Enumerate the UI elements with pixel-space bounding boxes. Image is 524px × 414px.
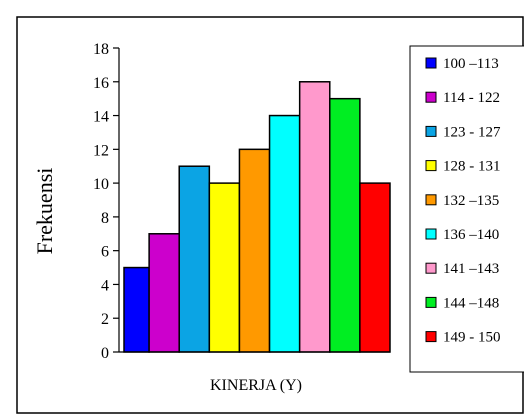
- legend-label: 149 - 150: [443, 330, 501, 346]
- legend-swatch: [425, 160, 437, 172]
- legend-label: 141 –143: [443, 261, 499, 277]
- bar-9: [359, 182, 391, 353]
- legend: 100 –113 114 - 122 123 - 127 128 - 131 132 –…: [409, 45, 524, 373]
- legend-swatch: [425, 228, 437, 240]
- legend-label: 123 - 127: [443, 124, 501, 140]
- bar-7: [298, 81, 331, 353]
- legend-swatch: [425, 91, 437, 103]
- bar-3: [178, 165, 211, 353]
- y-tick-label: 4: [101, 277, 109, 294]
- legend-swatch: [425, 125, 437, 137]
- y-tick-label: 16: [93, 75, 109, 92]
- legend-label: 128 - 131: [443, 159, 501, 175]
- y-axis: 0 2 4 6 8 10 12 14 16 18: [93, 41, 120, 362]
- bar-6: [268, 114, 301, 353]
- y-tick-label: 6: [101, 244, 109, 261]
- y-tick-label: 10: [93, 176, 109, 193]
- legend-swatch: [425, 296, 437, 308]
- bar-8: [329, 97, 361, 353]
- legend-swatch: [425, 262, 437, 274]
- legend-label: 136 –140: [443, 227, 499, 243]
- plot-area: [123, 81, 391, 353]
- x-axis-title: KINERJA (Y): [210, 377, 302, 394]
- y-tick-label: 8: [101, 210, 109, 227]
- legend-swatch: [425, 331, 437, 343]
- legend-swatch: [425, 57, 437, 69]
- y-tick-label: 18: [93, 41, 109, 58]
- bar-5: [238, 148, 271, 353]
- bar-4: [208, 182, 241, 353]
- legend-label: 114 - 122: [443, 90, 500, 106]
- y-tick-label: 0: [101, 345, 109, 362]
- bar-2: [148, 233, 180, 353]
- legend-label: 132 –135: [443, 193, 499, 209]
- y-tick-label: 2: [101, 311, 109, 328]
- y-tick-label: 12: [93, 142, 109, 159]
- y-axis-title: Frekuensi: [32, 168, 57, 255]
- legend-label: 100 –113: [443, 56, 499, 72]
- legend-swatch: [425, 194, 437, 206]
- y-tick-label: 14: [93, 109, 109, 126]
- bar-1: [123, 266, 150, 353]
- legend-label: 144 –148: [443, 295, 499, 311]
